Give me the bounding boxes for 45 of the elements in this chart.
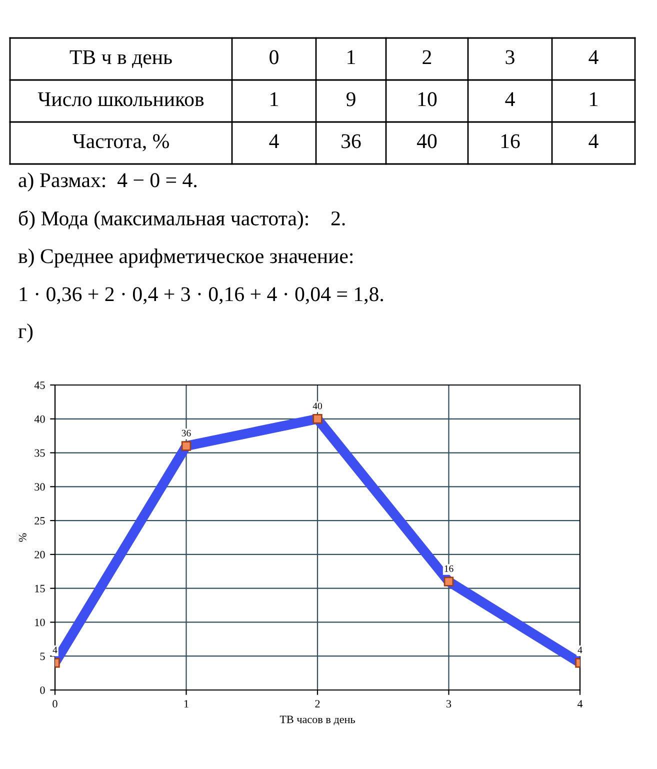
text: г) — [18, 324, 33, 342]
y-tick-label: 25 — [34, 517, 45, 525]
text: 4 — [505, 92, 515, 106]
data-label: 4 — [578, 646, 582, 654]
text: ТВ ч в день — [70, 50, 172, 68]
y-tick-label: 15 — [35, 584, 45, 592]
data-label: 40 — [312, 402, 322, 410]
y-tick-label: 30 — [34, 483, 45, 491]
y-tick-label: 0 — [40, 686, 45, 694]
text: 36 — [342, 134, 361, 148]
x-tick-label: 2 — [315, 700, 320, 708]
text: 4 — [269, 134, 279, 148]
text: 40 — [416, 134, 437, 148]
y-tick-label: 5 — [40, 652, 45, 660]
y-tick-label: 40 — [34, 415, 45, 423]
text: а) Размах: 4 − 0 = 4. — [18, 172, 197, 192]
text: 10 — [418, 92, 437, 106]
x-tick-label: 4 — [577, 700, 583, 708]
x-axis-title: ТВ часов в день — [280, 716, 355, 726]
y-tick-label: 10 — [35, 618, 45, 626]
x-tick-label: 3 — [446, 700, 452, 708]
text: 2 — [422, 50, 432, 64]
text: 1 · 0,36 + 2 · 0,4 + 3 · 0,16 + 4 · 0,04 = 1,8. — [20, 287, 384, 304]
text: 16 — [501, 134, 520, 148]
text: 4 — [588, 50, 598, 64]
text: Частота, % — [72, 134, 169, 152]
data-label: 36 — [182, 430, 191, 436]
text: 1 — [348, 50, 355, 64]
x-tick-label: 1 — [184, 700, 188, 708]
text: 1 — [270, 92, 278, 106]
y-tick-label: 20 — [34, 550, 45, 558]
y-tick-label: 45 — [34, 382, 45, 389]
data-label: 16 — [444, 565, 454, 572]
y-tick-label: 35 — [34, 449, 45, 457]
x-tick-label: 0 — [52, 700, 58, 708]
text: 1 — [590, 92, 598, 106]
y-axis-title: % — [18, 533, 26, 542]
text: б) Мода (максимальная частота): 2. — [18, 210, 345, 230]
text: 9 — [346, 92, 356, 106]
text: в) Среднее арифметическое значение: — [18, 248, 353, 268]
data-label: 4 — [52, 646, 58, 654]
text: 0 — [270, 50, 278, 64]
text: 3 — [506, 50, 514, 64]
text: Число школьников — [38, 92, 204, 106]
text: 4 — [588, 134, 598, 148]
